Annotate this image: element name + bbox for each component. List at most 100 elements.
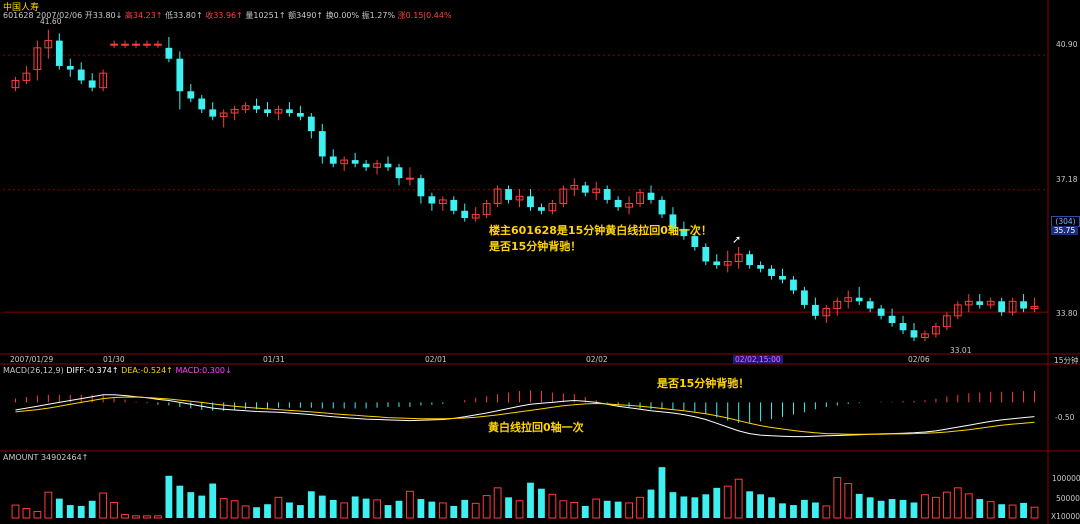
candle-body [406,177,414,180]
candle-body [307,116,315,132]
candle-body [998,301,1006,313]
amount-bar [746,491,754,518]
candle-body [1020,301,1027,309]
candle-body [209,109,217,117]
candle-body [801,290,808,305]
candle-body [986,300,995,306]
amount-bar [855,493,863,518]
amount-bar [932,496,940,519]
candle-body [33,47,42,71]
low-marker-label: 33.01 [950,346,972,355]
price-box-value: 35.75 [1051,226,1078,235]
candle-body [976,301,984,305]
amount-bar [176,485,184,518]
amount-bar [373,499,381,519]
macd-label: MACD(26,12,9) [3,366,64,375]
code-date: 601628 2007/02/06 [3,11,83,20]
candle-body [953,304,962,317]
candle-body [888,315,896,324]
candle-body [581,185,589,193]
candle-body [461,210,469,219]
amount-bar [219,498,228,519]
candle-body [274,108,283,114]
amount-bar [976,499,984,518]
time-label-2: 01/31 [263,355,285,364]
amount-bar [877,500,885,518]
candle-body [559,188,568,205]
amount-bar [592,498,601,519]
amount-bar [734,478,743,519]
candle-body [482,203,491,215]
amount-bar [77,505,85,518]
candle-body [44,40,53,49]
amount-bar [395,500,403,518]
amount-bar [461,499,469,518]
candle-body [176,58,184,92]
candle-body [855,297,863,302]
amount-bar [768,497,775,518]
amount-bar [680,496,688,518]
amount-bar [822,505,831,519]
candle-body [614,199,622,208]
time-label-6: 02/06 [908,355,930,364]
annotation-main-line1: 楼主601628是15分钟黄白线拉回0轴一次！ [489,224,712,237]
candle-body [910,330,918,338]
candle-body [833,300,842,310]
candle-body [921,333,929,339]
candle-body [822,308,831,317]
amount-bar [471,502,480,519]
high-marker-label: 41.60 [40,17,62,26]
candle-body [318,131,326,157]
price-label-top: 40.90 [1056,40,1078,49]
amount-bar [603,500,611,518]
amount-bar [230,500,239,519]
amount-bar [779,503,786,518]
period-label[interactable]: 15分钟 [1054,356,1079,365]
amount-bar [351,496,359,518]
amount-bar [910,502,918,518]
candle-body [132,43,140,46]
candle-body [734,253,743,262]
mouse-cursor-icon: ➚ [732,233,742,246]
amount-bar [417,499,425,518]
candle-body [964,300,973,306]
candle-body [844,297,853,302]
candle-body [603,189,611,200]
amount-bar [998,504,1006,518]
price-label-mid: 37.18 [1056,175,1078,184]
low-value: 低33.80↑ [165,11,203,20]
amount-bar [406,490,414,519]
amount-bar [318,495,326,518]
amount-bar [154,515,162,519]
amount-bar [143,515,151,519]
candle-body [373,163,381,168]
candle-body [505,189,512,200]
candle-body [187,91,195,99]
candle-body [99,72,108,89]
candle-body [154,43,162,46]
candle-body [340,159,349,165]
amount-bar [625,502,633,519]
candle-body [811,304,819,316]
amount-bar [384,505,392,518]
candle-body [942,315,951,328]
candle-body [538,207,545,211]
amount-bar [866,497,874,518]
amount-bar [307,491,315,518]
quote-info-bar: 601628 2007/02/06 开33.80↓ 高34.23↑ 低33.80… [3,10,452,21]
amount-bar [88,500,96,518]
candle-body [702,246,710,262]
amount-bar [713,487,721,518]
amount-bar [132,515,140,519]
candle-body [198,98,206,110]
candle-body [932,326,940,335]
amount-bar [22,508,31,519]
candle-body [329,156,337,164]
turnover-value: 换0.00% [325,11,360,20]
amount-bar [296,505,304,518]
time-label-3: 02/01 [425,355,447,364]
amount-bar [723,485,732,519]
candle-body [241,105,250,110]
amount-bar [691,497,699,518]
